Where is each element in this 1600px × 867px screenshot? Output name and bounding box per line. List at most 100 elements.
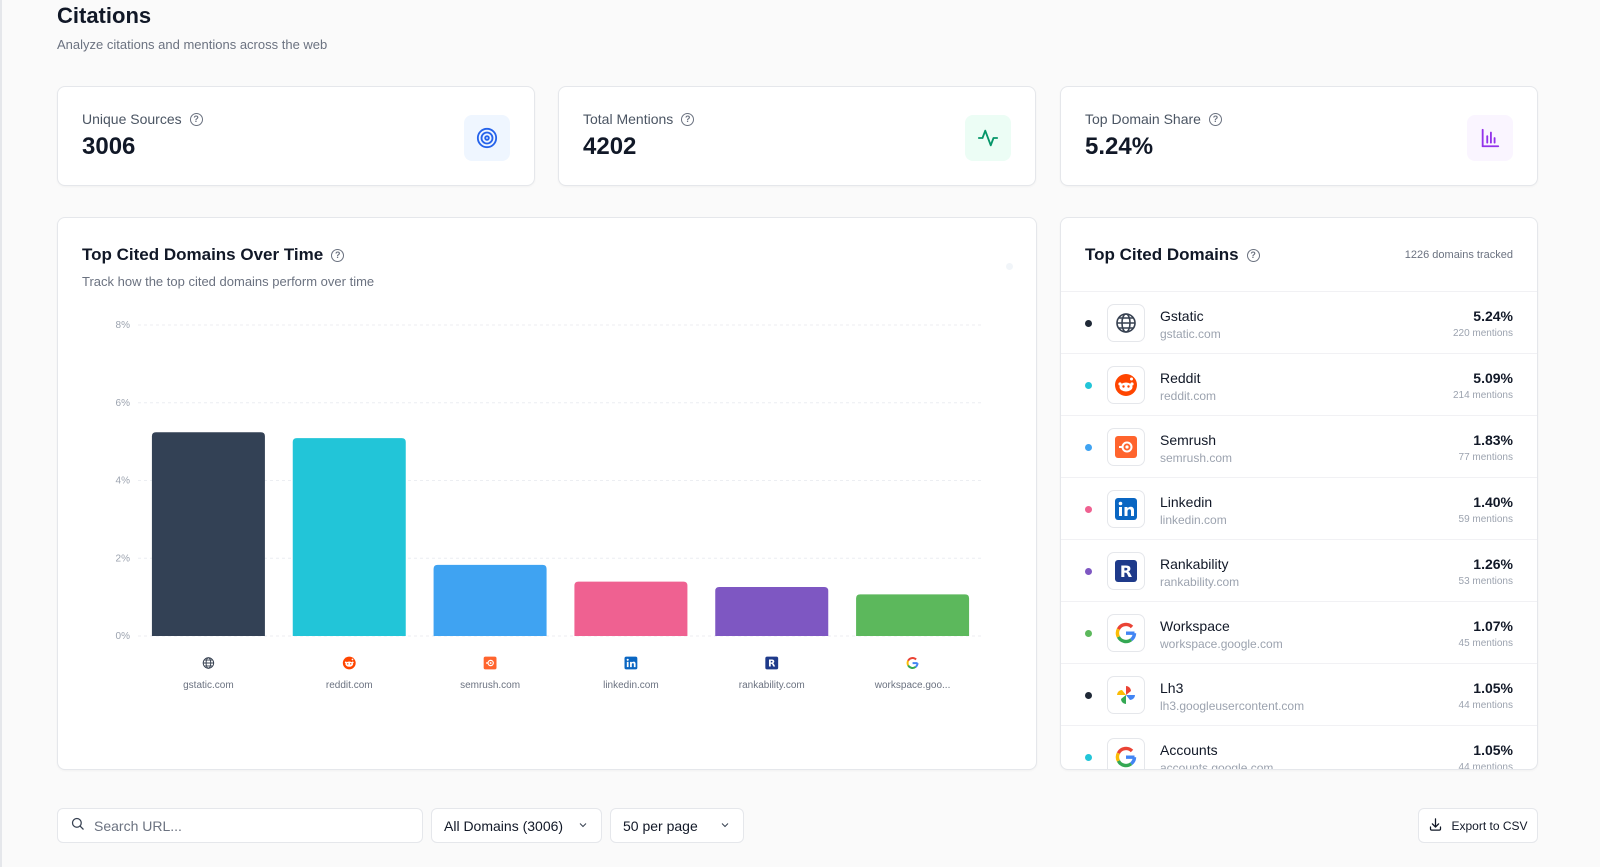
semrush-icon [1107, 428, 1145, 466]
domain-percentage: 5.24% [1473, 308, 1513, 324]
domains-title: Top Cited Domains ? [1085, 245, 1260, 265]
stat-value: 5.24% [1085, 133, 1154, 160]
stat-card-top-domain-share: Top Domain Share ? 5.24% [1060, 86, 1538, 186]
domain-mentions: 44 mentions [1458, 700, 1513, 711]
stat-label-text: Unique Sources [82, 111, 182, 127]
domain-row[interactable]: Semrush semrush.com 1.83% 77 mentions [1061, 415, 1537, 477]
domain-row[interactable]: Workspace workspace.google.com 1.07% 45 men… [1061, 601, 1537, 663]
rankability-icon: R [1107, 552, 1145, 590]
domain-percentage: 1.05% [1473, 680, 1513, 696]
domain-row[interactable]: R Rankability rankability.com 1.26% 53 menti… [1061, 539, 1537, 601]
series-color-dot [1085, 444, 1092, 451]
pinwheel-icon [1107, 676, 1145, 714]
google-icon [1107, 614, 1145, 652]
y-tick-label: 4% [116, 476, 131, 487]
bar-chart: 0% 2% 4% 6% 8% gstatic.com reddit.com semrush.c… [116, 320, 983, 691]
domain-mentions: 53 mentions [1458, 576, 1513, 587]
stat-card-total-mentions: Total Mentions ? 4202 [558, 86, 1036, 186]
export-csv-button[interactable]: Export to CSV [1418, 808, 1538, 843]
x-tick-label: reddit.com [326, 680, 373, 691]
help-icon[interactable]: ? [189, 112, 203, 126]
domain-mentions: 44 mentions [1458, 762, 1513, 770]
stat-label-text: Total Mentions [583, 111, 674, 127]
globe-icon [1107, 304, 1145, 342]
chevron-down-icon [577, 818, 589, 834]
stat-label: Total Mentions ? [583, 111, 695, 127]
domain-filter-select[interactable]: All Domains (3006) [431, 808, 602, 843]
semrush-icon [483, 656, 497, 670]
search-field[interactable] [57, 808, 423, 843]
y-tick-label: 6% [116, 398, 131, 409]
series-color-dot [1085, 382, 1092, 389]
chevron-down-icon [719, 818, 731, 834]
domain-percentage: 1.83% [1473, 432, 1513, 448]
series-color-dot [1085, 692, 1092, 699]
domain-url: workspace.google.com [1160, 637, 1283, 651]
linkedin-icon [1107, 490, 1145, 528]
stat-card-unique-sources: Unique Sources ? 3006 [57, 86, 535, 186]
rankability-icon: R [765, 656, 779, 670]
help-icon[interactable]: ? [1246, 248, 1260, 262]
stat-label: Top Domain Share ? [1085, 111, 1222, 127]
google-icon [906, 657, 919, 669]
stat-label-text: Top Domain Share [1085, 111, 1201, 127]
domain-row[interactable]: Reddit reddit.com 5.09% 214 mentions [1061, 353, 1537, 415]
help-icon[interactable]: ? [331, 248, 345, 262]
per-page-select[interactable]: 50 per page [610, 808, 744, 843]
bar-reddit-com [292, 438, 406, 636]
series-color-dot [1085, 320, 1092, 327]
top-domains-card: Top Cited Domains ? 1226 domains tracked… [1060, 217, 1538, 770]
domain-url: gstatic.com [1160, 327, 1221, 341]
domain-row[interactable]: Gstatic gstatic.com 5.24% 220 mentions [1061, 291, 1537, 353]
domain-row[interactable]: Linkedin linkedin.com 1.40% 59 mentions [1061, 477, 1537, 539]
chart-options-dot [1006, 263, 1013, 270]
domain-percentage: 1.40% [1473, 494, 1513, 510]
bar-gstatic-com [151, 432, 265, 636]
help-icon[interactable]: ? [1208, 112, 1222, 126]
domain-mentions: 220 mentions [1452, 328, 1513, 339]
domain-mentions: 214 mentions [1452, 390, 1513, 401]
help-icon[interactable]: ? [681, 112, 695, 126]
activity-icon [965, 115, 1011, 161]
bar-linkedin-com [574, 581, 688, 636]
domain-mentions: 45 mentions [1458, 638, 1513, 649]
domains-tracked-count: 1226 domains tracked [1404, 249, 1513, 261]
reddit-icon [1107, 366, 1145, 404]
stat-value: 3006 [82, 133, 136, 160]
domain-percentage: 1.05% [1473, 742, 1513, 758]
left-divider [0, 0, 2, 867]
svg-text:R: R [1120, 562, 1132, 581]
domain-percentage: 5.09% [1473, 370, 1513, 386]
page-title: Citations [57, 3, 152, 28]
chart-title: Top Cited Domains Over Time ? [82, 245, 345, 265]
domain-row[interactable]: Lh3 lh3.googleusercontent.com 1.05% 44 ment… [1061, 663, 1537, 725]
domain-name: Semrush [1160, 432, 1217, 448]
series-color-dot [1085, 630, 1092, 637]
x-tick-label: linkedin.com [603, 680, 659, 691]
series-color-dot [1085, 506, 1092, 513]
x-tick-label: workspace.goo... [874, 680, 951, 691]
bar-chart-icon [1467, 115, 1513, 161]
per-page-value: 50 per page [623, 817, 698, 834]
x-tick-label: gstatic.com [183, 680, 234, 691]
domain-percentage: 1.26% [1473, 556, 1513, 572]
google-icon [1107, 738, 1145, 769]
domain-name: Rankability [1160, 556, 1229, 572]
svg-text:R: R [768, 659, 775, 670]
export-label: Export to CSV [1451, 818, 1528, 833]
linkedin-icon [624, 656, 638, 670]
chart-title-text: Top Cited Domains Over Time [82, 245, 324, 264]
domain-name: Lh3 [1160, 680, 1184, 696]
domain-name: Gstatic [1160, 308, 1204, 324]
domain-filter-value: All Domains (3006) [444, 817, 564, 834]
y-tick-label: 8% [116, 320, 131, 331]
domain-mentions: 59 mentions [1458, 514, 1513, 525]
bar-workspace-goo [856, 594, 970, 636]
globe-icon [202, 657, 215, 669]
y-tick-label: 0% [116, 631, 131, 642]
domain-row[interactable]: Accounts accounts.google.com 1.05% 44 menti… [1061, 725, 1537, 770]
domain-name: Linkedin [1160, 494, 1213, 510]
domain-name: Reddit [1160, 370, 1201, 386]
domain-url: rankability.com [1160, 575, 1240, 589]
search-input[interactable] [94, 817, 394, 834]
